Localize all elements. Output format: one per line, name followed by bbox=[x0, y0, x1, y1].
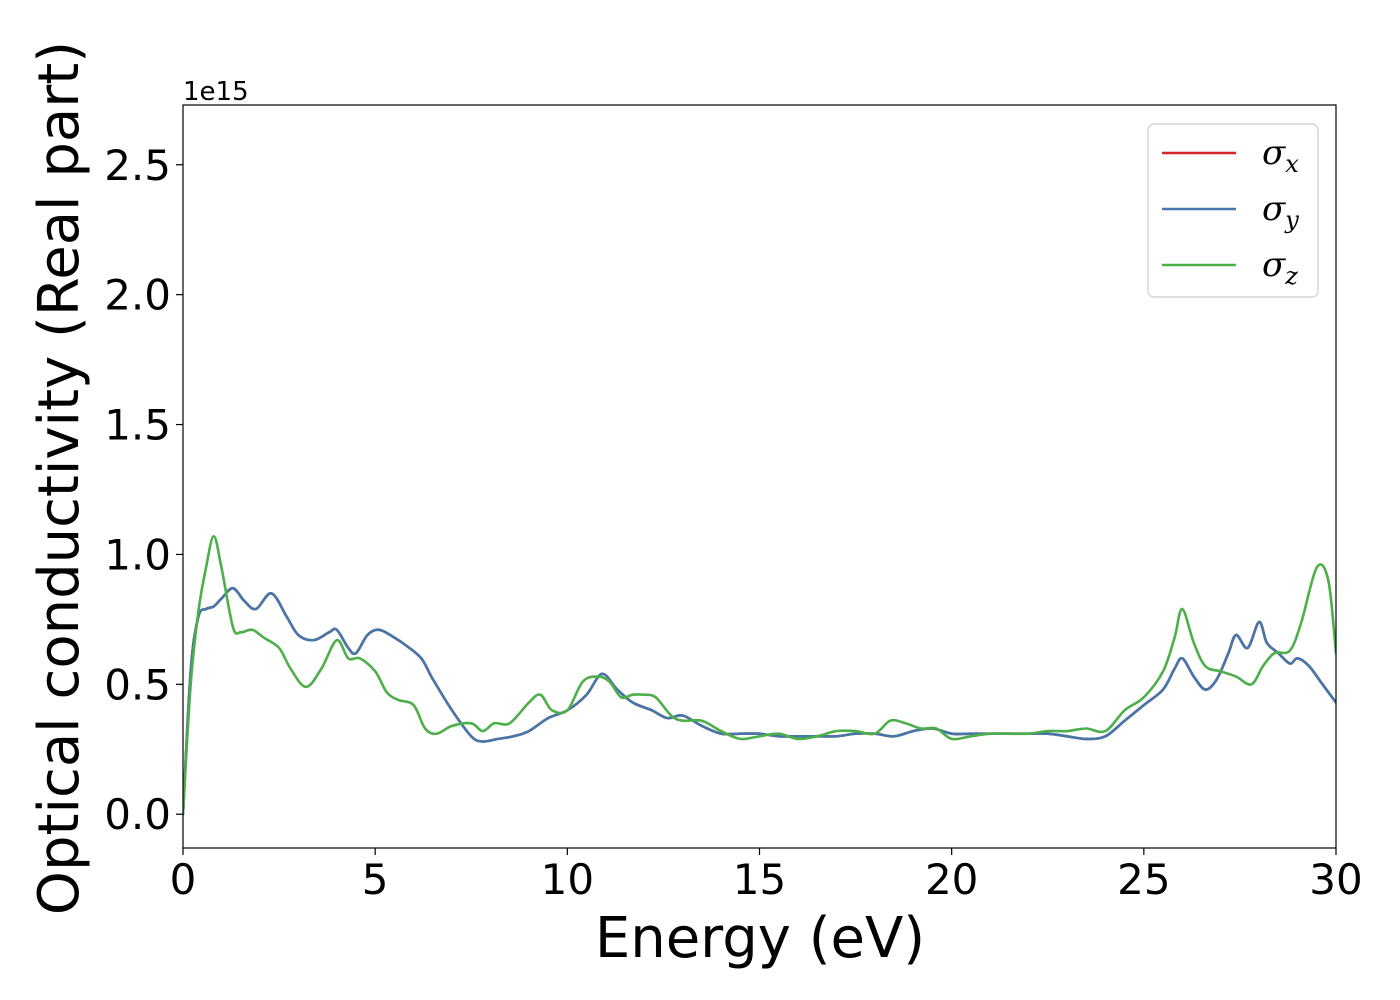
legend-symbol: σ bbox=[1262, 133, 1286, 173]
legend-label-y: σy bbox=[1262, 189, 1299, 234]
plot-lines bbox=[183, 534, 1336, 816]
legend-symbol: σ bbox=[1262, 245, 1286, 285]
y-axis-label: Optical conductivity (Real part) bbox=[27, 41, 92, 915]
legend-subscript: y bbox=[1284, 206, 1299, 234]
x-tick-label: 5 bbox=[362, 855, 389, 904]
legend-subscript: x bbox=[1285, 150, 1299, 178]
y-axis-ticks: 0.0 0.5 1.0 1.5 2.0 2.5 bbox=[104, 141, 183, 839]
legend-box bbox=[1147, 123, 1319, 298]
x-tick-label: 25 bbox=[1117, 855, 1170, 904]
legend-subscript: z bbox=[1284, 262, 1298, 290]
y-tick-label: 0.0 bbox=[104, 790, 171, 839]
y-offset-text: 1e15 bbox=[183, 77, 249, 107]
x-tick-label: 0 bbox=[170, 855, 197, 904]
x-axis-label: Energy (eV) bbox=[595, 906, 925, 971]
y-tick-label: 0.5 bbox=[104, 660, 171, 709]
x-tick-label: 30 bbox=[1309, 855, 1362, 904]
y-tick-label: 2.5 bbox=[104, 141, 171, 190]
y-tick-label: 2.0 bbox=[104, 271, 171, 320]
x-tick-label: 10 bbox=[541, 855, 594, 904]
x-tick-label: 20 bbox=[925, 855, 978, 904]
legend-label-x: σx bbox=[1262, 133, 1299, 178]
legend-label-z: σz bbox=[1262, 245, 1298, 290]
legend-symbol: σ bbox=[1262, 189, 1286, 229]
series-line-z bbox=[183, 534, 1336, 816]
x-tick-label: 15 bbox=[733, 855, 786, 904]
series-line-y bbox=[183, 586, 1336, 816]
y-tick-label: 1.0 bbox=[104, 530, 171, 579]
y-tick-label: 1.5 bbox=[104, 401, 171, 450]
x-axis-ticks: 0 5 10 15 20 25 30 bbox=[170, 848, 1363, 904]
